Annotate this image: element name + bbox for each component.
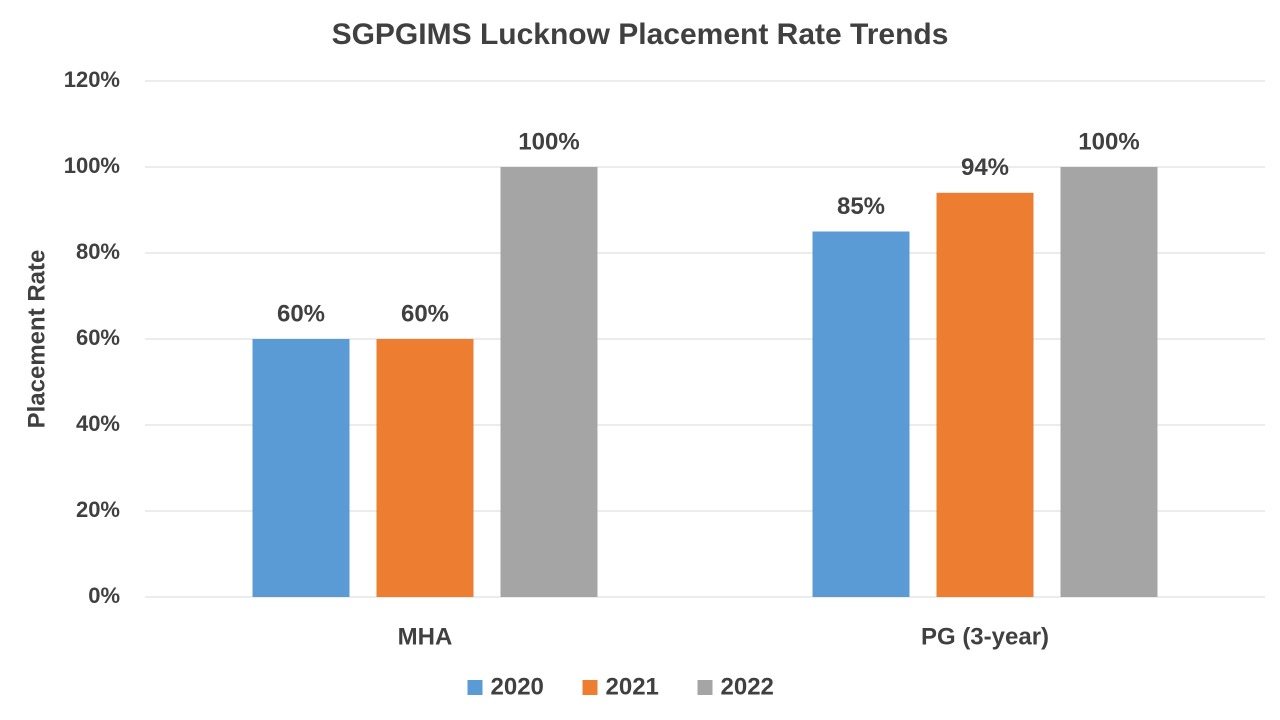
bar	[252, 339, 350, 597]
y-tick-label: 120%	[64, 67, 120, 92]
y-tick-label: 100%	[64, 153, 120, 178]
y-tick-label: 40%	[76, 411, 120, 436]
chart-title: SGPGIMS Lucknow Placement Rate Trends	[332, 18, 949, 51]
legend-label: 2022	[721, 673, 774, 700]
x-tick-label: MHA	[398, 623, 453, 650]
data-label: 100%	[518, 128, 579, 155]
x-tick-label: PG (3-year)	[921, 623, 1049, 650]
y-tick-label: 20%	[76, 497, 120, 522]
data-label: 60%	[401, 300, 449, 327]
legend-swatch	[467, 680, 483, 695]
legend-label: 2020	[491, 673, 544, 700]
legend-label: 2021	[606, 673, 659, 700]
y-tick-label: 0%	[88, 583, 120, 608]
data-label: 94%	[961, 154, 1009, 181]
data-label: 100%	[1078, 128, 1139, 155]
legend-swatch	[582, 680, 598, 695]
data-label: 85%	[837, 193, 885, 220]
bar	[1060, 167, 1158, 597]
legend-swatch	[697, 680, 713, 695]
bar	[812, 231, 910, 597]
data-label: 60%	[277, 300, 325, 327]
y-axis-label: Placement Rate	[23, 250, 50, 429]
bar	[936, 192, 1034, 598]
bar	[500, 167, 598, 597]
bar	[376, 339, 474, 597]
y-tick-label: 80%	[76, 239, 120, 264]
y-tick-label: 60%	[76, 325, 120, 350]
